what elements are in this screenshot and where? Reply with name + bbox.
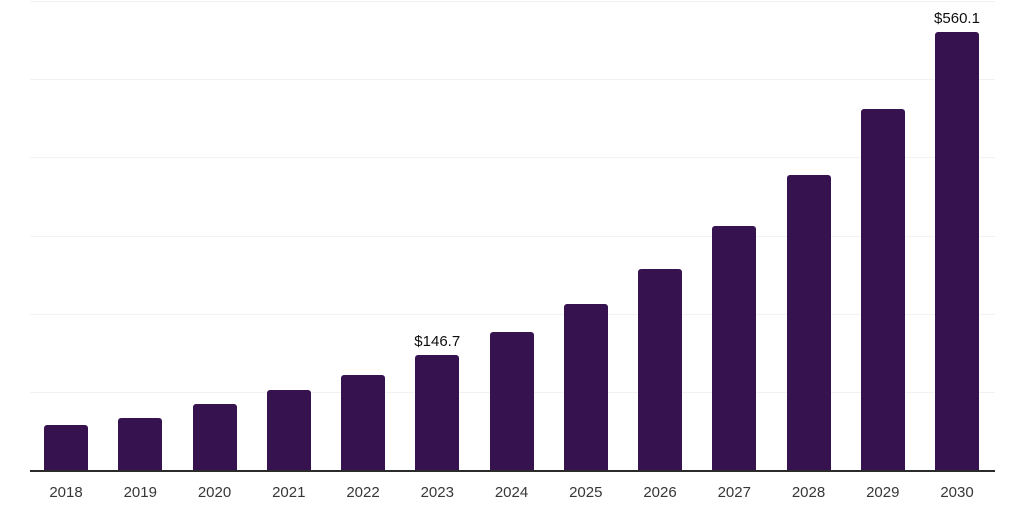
bar-2020 bbox=[192, 403, 237, 470]
x-tick-2019: 2019 bbox=[123, 484, 157, 501]
data-label-2023: $146.7 bbox=[414, 333, 461, 351]
x-tick-2018: 2018 bbox=[49, 484, 83, 501]
bar-2024 bbox=[489, 331, 534, 470]
x-tick-2023: 2023 bbox=[420, 484, 454, 501]
x-tick-2022: 2022 bbox=[346, 484, 380, 501]
x-tick-2028: 2028 bbox=[791, 484, 826, 501]
x-tick-2021: 2021 bbox=[272, 484, 306, 501]
x-tick-2025: 2025 bbox=[569, 484, 603, 501]
gridline-400 bbox=[30, 157, 995, 159]
x-axis-labels: 2018 2019 2020 2021 2022 2023 2024 2025 2026 2027… bbox=[30, 484, 995, 504]
bar-2029 bbox=[860, 108, 905, 470]
bar-2019 bbox=[118, 417, 163, 470]
bar-2025 bbox=[563, 303, 608, 470]
bar-2021 bbox=[266, 390, 311, 470]
x-tick-2027: 2027 bbox=[717, 484, 751, 501]
bar-2018 bbox=[44, 425, 88, 470]
bar-2028 bbox=[786, 174, 831, 470]
x-tick-2030: 2030 bbox=[940, 484, 974, 501]
x-tick-2020: 2020 bbox=[197, 484, 232, 501]
x-tick-2029: 2029 bbox=[866, 484, 900, 501]
plot-area: $146.7 $560.1 bbox=[30, 1, 995, 472]
bar-2022 bbox=[341, 374, 385, 470]
gridline-600 bbox=[30, 1, 995, 2]
x-tick-2024: 2024 bbox=[494, 484, 529, 501]
data-label-2030: $560.1 bbox=[934, 10, 980, 28]
gridline-300 bbox=[30, 235, 995, 237]
gridline-500 bbox=[30, 79, 995, 81]
bar-2023 bbox=[415, 355, 460, 470]
gridline-200 bbox=[30, 313, 995, 315]
bar-2027 bbox=[712, 226, 757, 470]
bar-2026 bbox=[638, 269, 682, 470]
x-tick-2026: 2026 bbox=[643, 484, 677, 501]
bar-2030 bbox=[935, 32, 979, 470]
